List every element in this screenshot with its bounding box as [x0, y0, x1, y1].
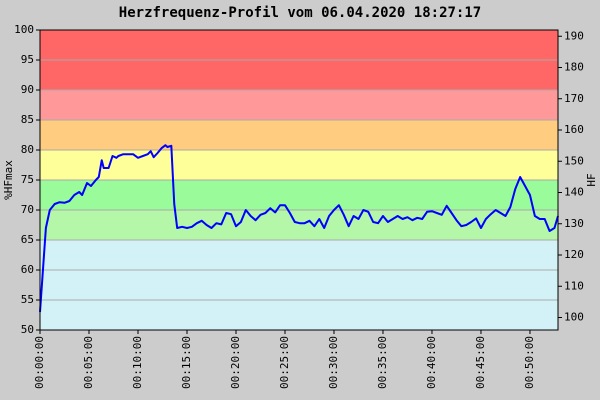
x-tick-label: 00:05:00	[82, 336, 95, 389]
y2-tick-label: 130	[564, 217, 584, 230]
y-tick-label: 75	[21, 173, 34, 186]
y-tick-label: 100	[14, 23, 34, 36]
y2-tick-label: 100	[564, 311, 584, 324]
y-tick-label: 65	[21, 233, 34, 246]
x-tick-label: 00:45:00	[474, 336, 487, 389]
zone	[40, 120, 558, 150]
x-tick-label: 00:30:00	[327, 336, 340, 389]
y-axis-label: %HFmax	[2, 160, 15, 200]
x-tick-label: 00:50:00	[523, 336, 536, 389]
y-tick-label: 80	[21, 143, 34, 156]
zone	[40, 90, 558, 120]
y2-tick-label: 150	[564, 154, 584, 167]
y2-tick-label: 120	[564, 248, 584, 261]
y2-tick-label: 160	[564, 123, 584, 136]
y-tick-label: 90	[21, 83, 34, 96]
y2-axis-label: HF	[585, 173, 598, 186]
y-tick-label: 95	[21, 53, 34, 66]
x-tick-label: 00:25:00	[278, 336, 291, 389]
x-tick-label: 00:20:00	[229, 336, 242, 389]
y-tick-label: 85	[21, 113, 34, 126]
zone	[40, 240, 558, 330]
x-tick-label: 00:35:00	[376, 336, 389, 389]
y-tick-label: 55	[21, 293, 34, 306]
y2-tick-label: 140	[564, 186, 584, 199]
data-line	[39, 144, 559, 313]
x-tick-label: 00:15:00	[180, 336, 193, 389]
y-tick-label: 70	[21, 203, 34, 216]
zone	[40, 180, 558, 210]
x-tick-label: 00:00:00	[33, 336, 46, 389]
y2-tick-label: 180	[564, 61, 584, 74]
chart-title: Herzfrequenz-Profil vom 06.04.2020 18:27…	[119, 5, 481, 21]
y-tick-label: 50	[21, 323, 34, 336]
y2-tick-label: 170	[564, 92, 584, 105]
y2-tick-label: 110	[564, 279, 584, 292]
y2-tick-label: 190	[564, 29, 584, 42]
x-tick-label: 00:10:00	[131, 336, 144, 389]
zone	[40, 210, 558, 240]
plot-border	[39, 29, 559, 331]
zone	[40, 150, 558, 180]
y-tick-label: 60	[21, 263, 34, 276]
x-tick-label: 00:40:00	[425, 336, 438, 389]
